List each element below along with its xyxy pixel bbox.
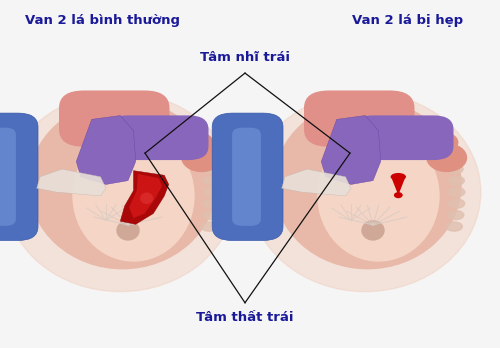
Ellipse shape [203,199,220,208]
FancyBboxPatch shape [212,113,283,240]
Text: Tâm thất trái: Tâm thất trái [196,311,294,324]
Ellipse shape [203,176,220,185]
Polygon shape [282,169,351,196]
Ellipse shape [318,131,439,261]
Polygon shape [322,116,380,184]
Circle shape [186,133,212,151]
Ellipse shape [362,221,384,240]
Ellipse shape [202,165,218,174]
Ellipse shape [204,188,220,197]
Ellipse shape [445,153,462,162]
Ellipse shape [274,100,461,269]
FancyBboxPatch shape [59,90,170,147]
Ellipse shape [5,93,236,292]
Circle shape [427,144,467,172]
Circle shape [182,144,222,172]
FancyBboxPatch shape [353,116,454,160]
Polygon shape [120,171,168,224]
Ellipse shape [100,98,156,140]
Text: Van 2 lá bình thường: Van 2 lá bình thường [25,14,180,27]
FancyBboxPatch shape [232,128,261,226]
Ellipse shape [201,222,218,231]
Ellipse shape [446,165,463,174]
Ellipse shape [117,221,139,240]
Ellipse shape [250,93,481,292]
Ellipse shape [29,100,216,269]
Polygon shape [36,169,106,196]
Ellipse shape [448,188,465,197]
FancyBboxPatch shape [108,116,208,160]
Circle shape [394,192,402,198]
Text: Van 2 lá bị hẹp: Van 2 lá bị hẹp [352,14,463,27]
FancyBboxPatch shape [0,128,16,226]
Text: Tâm nhĩ trái: Tâm nhĩ trái [200,52,290,64]
Polygon shape [129,174,162,218]
Ellipse shape [73,131,194,261]
Ellipse shape [446,222,462,231]
Ellipse shape [202,211,219,220]
Ellipse shape [346,98,401,140]
Ellipse shape [448,211,464,220]
FancyBboxPatch shape [304,90,414,147]
Ellipse shape [448,176,464,185]
Circle shape [432,133,458,151]
Polygon shape [392,178,405,195]
Ellipse shape [200,153,216,162]
Ellipse shape [448,199,464,208]
Polygon shape [76,116,136,184]
Ellipse shape [390,173,406,181]
FancyBboxPatch shape [0,113,38,240]
Ellipse shape [140,192,153,204]
